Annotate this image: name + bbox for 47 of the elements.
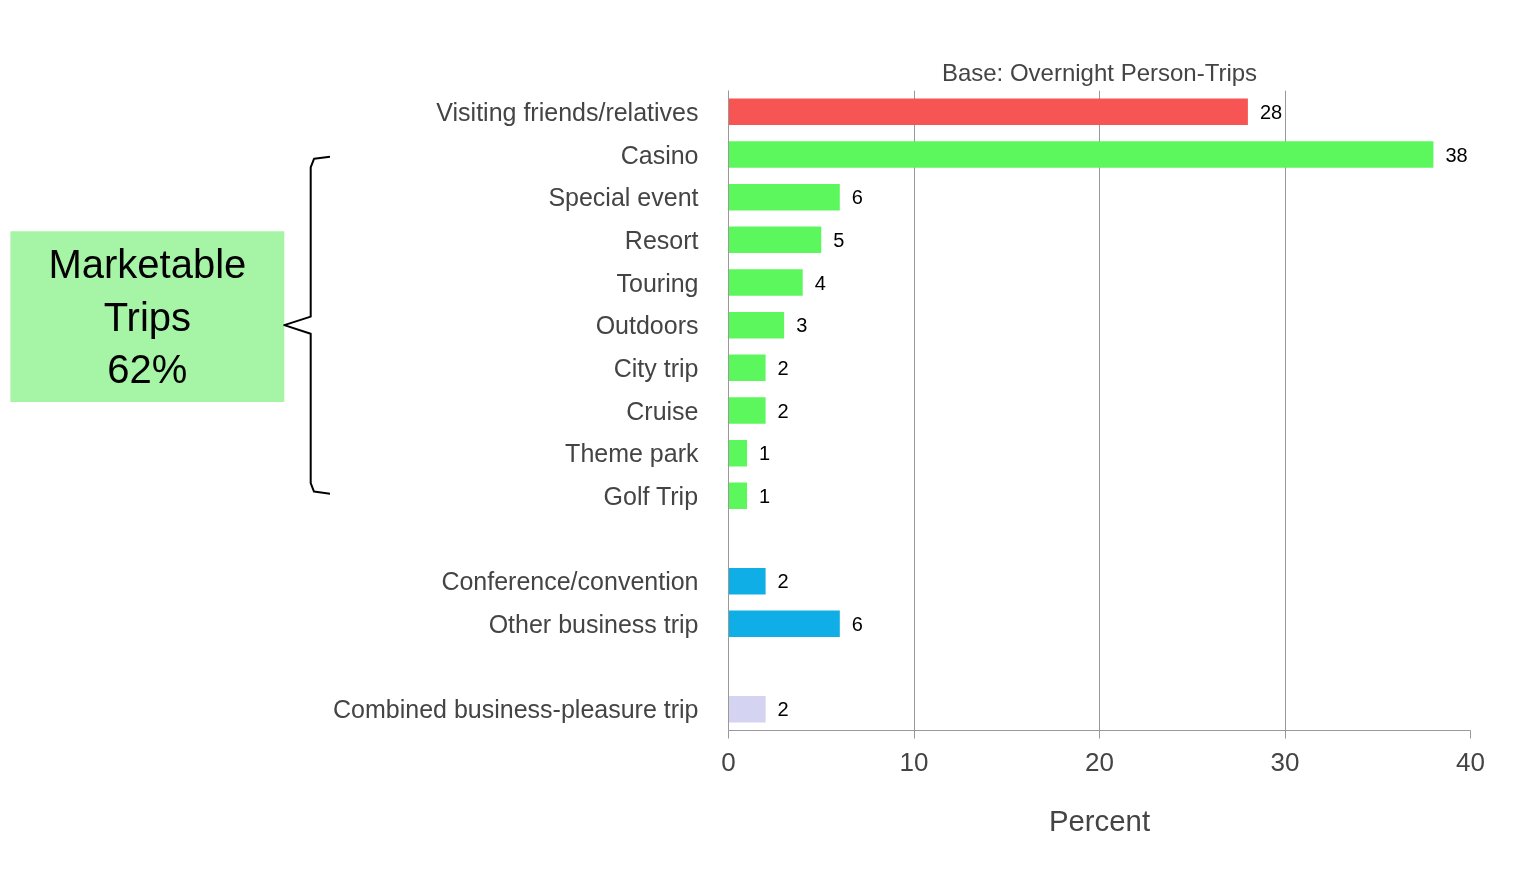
text: Marketable Trips 62% <box>48 241 247 392</box>
y-tick-label: Theme park <box>565 439 699 468</box>
bar <box>728 610 840 638</box>
y-tick-label: Resort <box>624 225 699 254</box>
data-label: 2 <box>777 399 789 422</box>
x-tick-label: 30 <box>1270 746 1300 777</box>
data-label: 2 <box>777 698 789 721</box>
bar <box>728 311 785 339</box>
data-label: 1 <box>759 442 771 465</box>
x-axis-title: Percent <box>1048 803 1151 837</box>
bar <box>728 141 1434 168</box>
bar <box>728 397 766 424</box>
y-tick-label: Touring <box>616 268 699 297</box>
bar <box>728 439 748 467</box>
data-label: 2 <box>777 356 789 379</box>
data-label: 5 <box>833 228 845 251</box>
y-tick-label: Other business trip <box>488 609 699 638</box>
data-label: 38 <box>1445 143 1468 166</box>
bar <box>728 354 766 382</box>
y-tick-label: Cruise <box>626 396 699 425</box>
data-label: 4 <box>814 271 826 294</box>
bar <box>728 183 840 211</box>
x-tick-label: 40 <box>1456 746 1485 777</box>
y-tick-label: Outdoors <box>595 311 699 340</box>
y-tick-label: City trip <box>613 353 699 382</box>
bar <box>728 482 748 510</box>
data-label: 2 <box>777 570 789 593</box>
x-tick-label: 20 <box>1085 746 1114 777</box>
y-tick-label: Conference/convention <box>441 567 699 596</box>
x-tick-label: 10 <box>899 746 929 777</box>
data-label: 3 <box>796 314 808 337</box>
y-tick-label: Casino <box>620 140 699 169</box>
chart-title: Base: Overnight Person-Trips <box>941 58 1258 86</box>
y-tick-label: Combined business-pleasure trip <box>333 695 699 724</box>
data-label: 1 <box>759 484 771 507</box>
y-tick-label: Visiting friends/relatives <box>436 97 699 126</box>
bar <box>728 695 766 723</box>
data-label: 6 <box>851 612 863 635</box>
bar <box>728 98 1248 126</box>
bar <box>728 567 766 595</box>
data-label: 28 <box>1259 100 1283 123</box>
data-label: 6 <box>851 186 863 209</box>
y-tick-label: Golf Trip <box>603 481 699 510</box>
bar <box>728 226 822 254</box>
y-tick-label: Special event <box>548 183 699 212</box>
x-tick-label: 0 <box>721 746 736 777</box>
bar <box>728 269 803 296</box>
